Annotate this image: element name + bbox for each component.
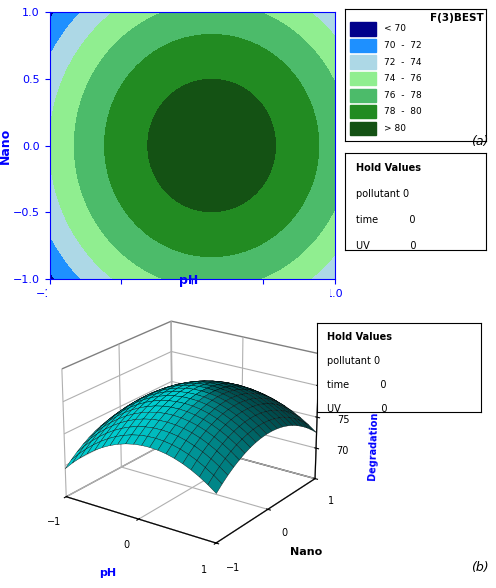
Text: (b): (b) — [471, 561, 489, 574]
Text: 72  -  74: 72 - 74 — [384, 58, 422, 66]
Text: time          0: time 0 — [356, 215, 416, 225]
Text: < 70: < 70 — [384, 25, 406, 34]
Text: Hold Values: Hold Values — [356, 162, 421, 173]
Text: > 80: > 80 — [384, 123, 406, 133]
X-axis label: pH: pH — [183, 305, 202, 318]
Bar — [350, 122, 376, 135]
Text: time          0: time 0 — [327, 380, 387, 390]
Text: F(3)BEST: F(3)BEST — [430, 13, 483, 23]
Y-axis label: Nano: Nano — [290, 546, 322, 556]
Text: (a): (a) — [471, 135, 489, 148]
Bar — [350, 22, 376, 36]
Text: pollutant 0: pollutant 0 — [356, 189, 409, 199]
Bar — [350, 89, 376, 102]
Text: 70  -  72: 70 - 72 — [384, 41, 422, 50]
X-axis label: pH: pH — [99, 568, 117, 578]
Text: UV             0: UV 0 — [327, 403, 388, 414]
Bar — [350, 55, 376, 69]
Bar — [350, 105, 376, 118]
Text: Hold Values: Hold Values — [327, 332, 392, 342]
Text: 76  -  78: 76 - 78 — [384, 91, 422, 99]
Text: 78  -  80: 78 - 80 — [384, 107, 422, 116]
Text: UV             0: UV 0 — [356, 241, 417, 251]
Bar — [350, 39, 376, 52]
Title: pH: pH — [179, 274, 198, 287]
Text: 74  -  76: 74 - 76 — [384, 74, 422, 83]
Text: pollutant 0: pollutant 0 — [327, 356, 380, 366]
Y-axis label: Nano: Nano — [0, 128, 11, 163]
Bar — [350, 72, 376, 85]
